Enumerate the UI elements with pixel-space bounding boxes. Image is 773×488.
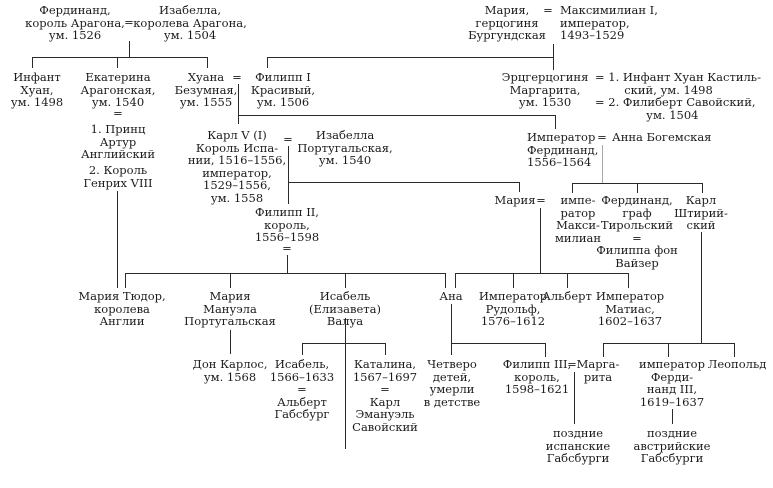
tree-connector	[513, 273, 514, 288]
node-maria-spain: Мария	[494, 193, 536, 207]
tree-connector	[345, 273, 346, 288]
tree-connector	[451, 304, 452, 355]
tree-connector	[672, 409, 673, 424]
tree-connector	[117, 57, 118, 68]
tree-connector	[385, 343, 386, 355]
tree-connector	[32, 57, 208, 58]
tree-connector	[302, 343, 303, 355]
tree-connector	[345, 318, 346, 449]
node-isabel-daughter: Исабель, 1566–1633 = Альберт Габсбург	[269, 357, 335, 421]
tree-connector	[572, 183, 573, 193]
node-maximilian-ii: импе- ратор Макси- милиан	[554, 193, 602, 245]
tree-connector	[288, 146, 289, 204]
tree-connector	[701, 232, 702, 343]
tree-connector	[287, 255, 288, 274]
node-philip-i: Филипп I Красивый, ум. 1506	[250, 70, 316, 109]
node-philip-iii: Филипп III, король, 1598–1621	[502, 357, 572, 396]
tree-connector	[574, 372, 575, 424]
tree-connector	[32, 57, 33, 68]
tree-connector	[519, 182, 520, 192]
node-maria-burgundy: Мария, герцогиня Бургундская	[468, 3, 546, 42]
tree-connector	[602, 145, 603, 183]
tree-connector	[545, 343, 546, 357]
node-anna-bohemia: Анна Богемская	[612, 130, 712, 144]
marriage-sign: =	[536, 193, 546, 207]
node-late-spanish-habsburgs: поздние испанские Габсбурги	[545, 426, 611, 465]
tree-connector	[668, 343, 669, 357]
node-leopold: Леопольд	[707, 357, 767, 371]
node-ana: Ана	[439, 289, 463, 303]
node-catalina: Каталина, 1567–1697 = Карл Эмануэль Саво…	[352, 357, 418, 434]
node-isabella-aragon: Изабелла, королева Арагона, ум. 1504	[133, 3, 247, 42]
node-infant-juan: Инфант Хуан, ум. 1498	[10, 70, 64, 109]
tree-connector	[129, 41, 130, 57]
marriage-sign: =	[597, 130, 607, 144]
node-catherine-aragon: Екатерина Арагонская, ум. 1540	[80, 70, 156, 109]
tree-connector	[125, 273, 126, 288]
node-philip-ii: Филипп II, король, 1556–1598	[254, 205, 320, 244]
tree-connector	[555, 115, 556, 129]
node-maria-manuela: Мария Мануэла Португальская	[184, 289, 276, 328]
node-margarita-marriages: = 1. Инфант Хуан Кастиль- ский, ум. 1498…	[595, 70, 761, 122]
marriage-sign: =	[543, 3, 553, 17]
node-margarita-archduchess: Эрцгерцогиня Маргарита, ум. 1530	[501, 70, 589, 109]
tree-connector	[238, 115, 555, 116]
tree-connector	[455, 273, 456, 288]
tree-connector	[567, 273, 568, 288]
tree-connector	[553, 44, 554, 70]
marriage-sign: =	[232, 70, 242, 84]
node-ferdinand-tyrol: Фердинанд, граф Тирольский = Филиппа фон…	[596, 193, 678, 270]
marriage-sign: =	[567, 357, 577, 371]
marriage-sign: =	[124, 15, 134, 29]
node-margarita-wife: Марга- рита	[576, 357, 620, 384]
tree-connector	[230, 273, 231, 288]
node-albert: Альберт	[542, 289, 592, 303]
node-isabel-valois: Исабель (Елизавета) Валуа	[309, 289, 381, 327]
node-juana: Хуана Безумная, ум. 1555	[174, 70, 238, 109]
tree-connector	[230, 330, 231, 354]
node-maximilian-i: Максимилиан I, император, 1493–1529	[560, 3, 658, 42]
node-late-austrian-habsburgs: поздние австрийские Габсбурги	[633, 426, 711, 465]
marriage-sign: =	[283, 132, 293, 146]
tree-connector	[455, 273, 628, 274]
tree-connector	[267, 57, 268, 68]
marriage-sign: =	[282, 241, 292, 255]
node-catherine-marriage-henry: 2. Король Генрих VIII	[83, 163, 153, 190]
node-isabella-portugal: Изабелла Португальская, ум. 1540	[297, 128, 393, 167]
marriage-sign: =	[113, 106, 123, 120]
tree-connector	[267, 57, 553, 58]
node-karl-v: Карл V (I) Король Испа- нии, 1516–1556, …	[187, 128, 287, 205]
tree-connector	[540, 208, 541, 274]
tree-connector	[207, 57, 208, 68]
tree-connector	[637, 183, 638, 193]
node-emperor-ferdinand: Император Фердинанд, 1556–1564	[527, 130, 599, 169]
tree-connector	[628, 273, 629, 288]
node-emperor-matthias: Император Матиас, 1602–1637	[595, 289, 665, 328]
node-catherine-marriage-arthur: 1. Принц Артур Английский	[81, 122, 155, 161]
node-ferdinand-iii: император Ферди- нанд III, 1619–1637	[639, 357, 705, 409]
tree-connector	[702, 183, 703, 193]
node-ferdinand-aragon: Фердинанд, король Арагона, ум. 1526	[25, 3, 125, 42]
node-don-carlos: Дон Карлос, ум. 1568	[192, 357, 268, 384]
tree-connector	[117, 191, 118, 288]
node-emperor-rudolf: Император Рудольф, 1576–1612	[478, 289, 548, 328]
node-maria-tudor: Мария Тюдор, королева Англии	[78, 289, 166, 328]
tree-connector	[302, 343, 385, 344]
tree-connector	[451, 343, 545, 344]
tree-connector	[603, 343, 604, 357]
tree-connector	[734, 343, 735, 357]
tree-connector	[238, 84, 239, 124]
node-four-children: Четверо детей, умерли в детстве	[423, 357, 481, 409]
tree-connector	[125, 273, 445, 274]
node-karl-styria: Карл Штирий- ский	[674, 193, 728, 232]
tree-connector	[288, 182, 519, 183]
tree-connector	[445, 273, 446, 288]
